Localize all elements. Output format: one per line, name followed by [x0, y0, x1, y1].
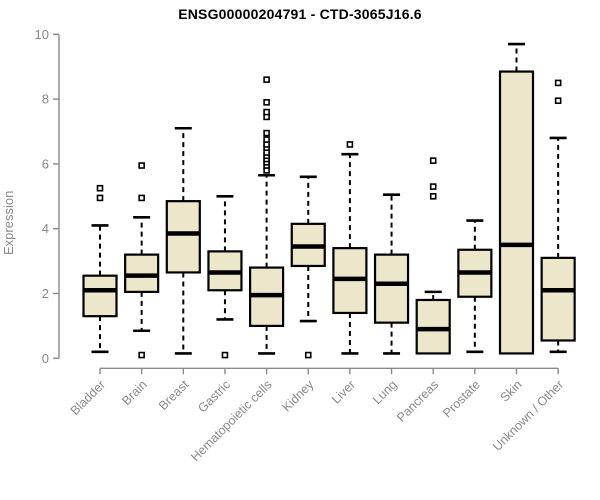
y-axis-label: Expression	[1, 190, 16, 255]
y-tick-label: 8	[42, 92, 49, 107]
y-tick-label: 0	[42, 351, 49, 366]
box-group	[457, 219, 493, 354]
outlier-point	[96, 194, 104, 202]
x-tick-label: Lung	[370, 377, 400, 407]
box-group	[82, 184, 118, 354]
outlier-point	[346, 141, 354, 148]
iqr-box	[373, 253, 410, 324]
iqr-box	[165, 200, 201, 274]
outlier-point	[263, 76, 270, 83]
x-tick-label: Gastric	[195, 378, 233, 416]
outlier-point	[429, 183, 437, 190]
outlier-point	[138, 162, 145, 169]
y-tick-label: 10	[35, 27, 49, 42]
y-tick-label: 4	[42, 221, 49, 236]
outlier-point	[554, 79, 562, 87]
outlier-point	[263, 129, 270, 137]
x-tick-label: Kidney	[279, 377, 316, 414]
x-tick-label: Breast	[156, 377, 192, 413]
y-tick-label: 6	[42, 156, 49, 171]
x-tick-label: Brain	[119, 377, 150, 408]
outlier-point	[304, 351, 312, 359]
box-group	[498, 42, 535, 355]
chart-title: ENSG00000204791 - CTD-3065J16.6	[178, 6, 422, 22]
x-tick-label: Hematopoietic cells	[188, 378, 275, 465]
x-tick-label: Liver	[329, 378, 358, 407]
outlier-point	[263, 136, 270, 143]
outlier-point	[429, 157, 437, 164]
box-group	[165, 126, 201, 355]
y-tick-label: 2	[42, 286, 49, 301]
outlier-point	[263, 99, 270, 106]
iqr-box	[124, 253, 160, 293]
outlier-point	[138, 194, 145, 202]
box-group	[290, 175, 326, 359]
x-tick-label: Unknown / Other	[490, 378, 566, 454]
outlier-point	[429, 193, 437, 200]
x-tick-label: Skin	[498, 377, 525, 404]
outlier-point	[221, 351, 229, 359]
outlier-point	[138, 351, 145, 359]
box-group	[373, 193, 410, 355]
iqr-box	[540, 256, 576, 342]
x-tick-label: Prostate	[440, 377, 483, 420]
x-tick-label: Bladder	[68, 378, 108, 418]
box-group	[415, 157, 451, 355]
iqr-box	[82, 274, 118, 318]
box-group	[540, 79, 576, 354]
iqr-box	[498, 70, 535, 355]
box-group	[124, 162, 160, 359]
box-group	[332, 141, 368, 355]
outlier-point	[96, 184, 104, 192]
box-group	[207, 195, 243, 359]
outlier-point	[554, 97, 562, 105]
iqr-box	[415, 298, 451, 355]
x-tick-label: Pancreas	[394, 378, 441, 425]
box-group	[249, 76, 285, 355]
outlier-point	[263, 108, 270, 116]
